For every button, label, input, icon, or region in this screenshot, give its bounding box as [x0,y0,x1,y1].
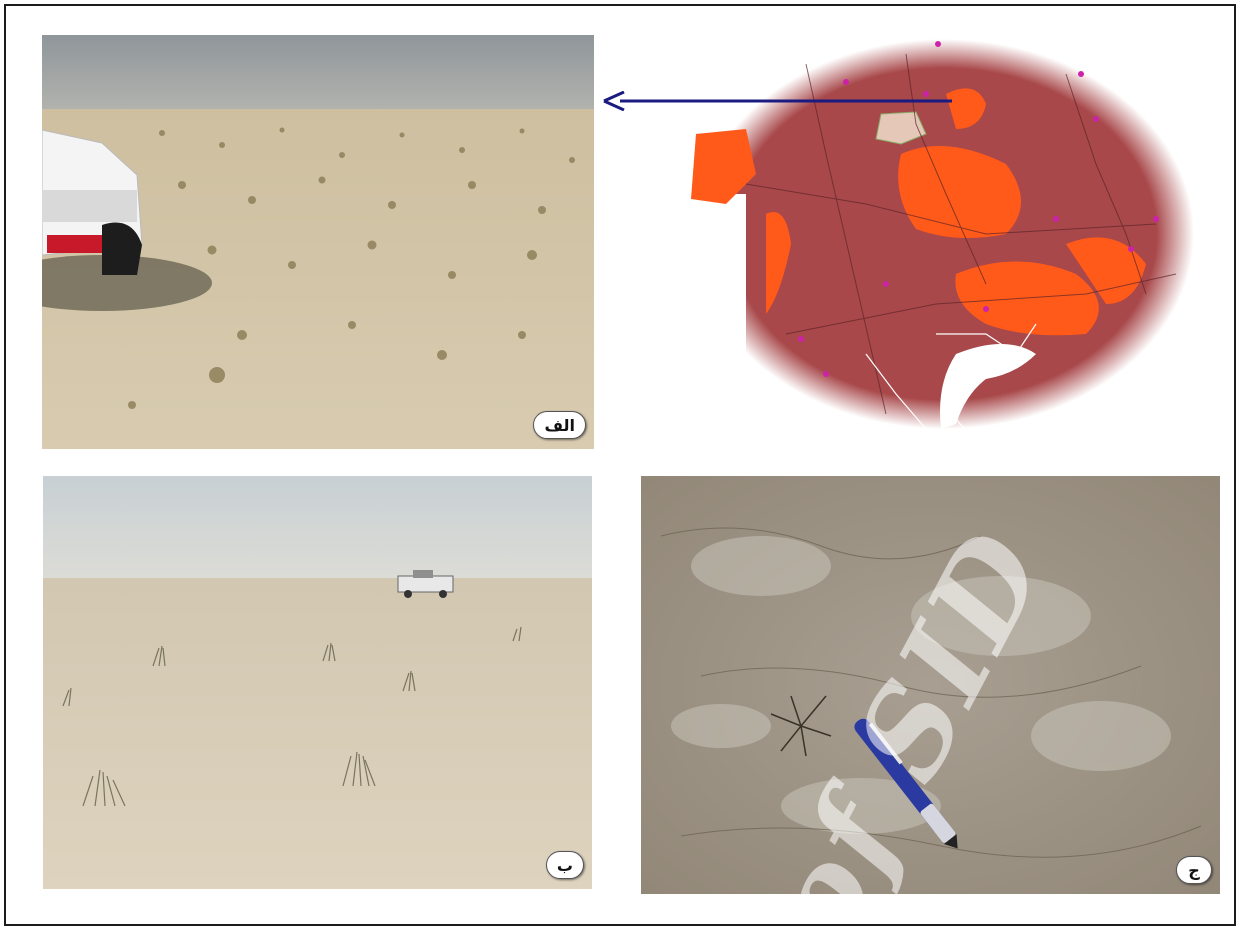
figure-frame: الف [4,4,1236,926]
photo-panel-a: الف [42,35,594,449]
photo-panel-b: ب [43,476,592,889]
dry-plant-icon [770,695,832,757]
panel-label-a: الف [533,411,586,439]
desert-landscape-photo-b [43,476,592,889]
arrow-head-icon [603,91,625,111]
location-map [686,39,1194,430]
soil-closeup-photo-c [641,476,1220,894]
vehicle-icon [397,570,454,598]
panel-label-c: ج [1176,856,1212,884]
panel-label-b: ب [545,851,584,879]
pen-icon [854,718,958,849]
desert-landscape-photo-a [42,35,594,449]
map-panel [686,34,1196,434]
truck-icon [42,129,143,275]
arrow-indicator [603,91,952,111]
photo-panel-c: ج [641,476,1220,894]
